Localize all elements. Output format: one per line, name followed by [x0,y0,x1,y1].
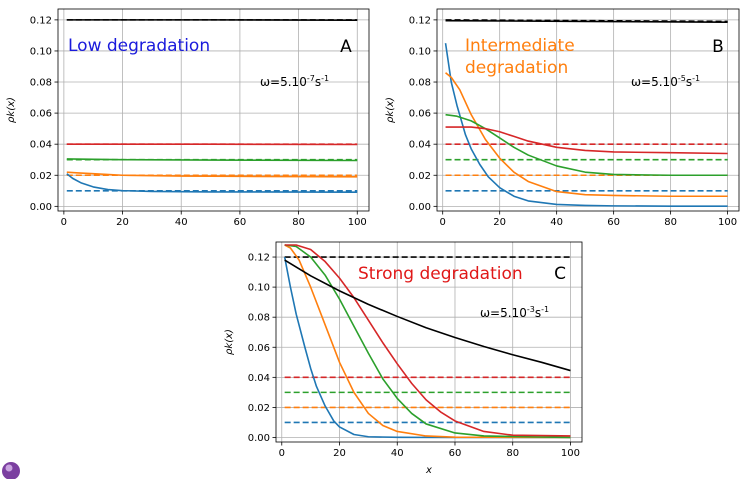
series-line-black-solid [445,19,728,24]
y-tick-label: 0.08 [248,313,270,324]
y-tick-label: 0.12 [30,15,52,26]
series-line-red-solid [284,244,571,437]
y-tick-label: 0.12 [409,15,431,26]
series-line-green-solid [445,113,728,177]
panel-a-chart: 0 20 40 60 80 100 0.00 0.02 0.04 0.06 0.08 0.10 0.12… [6,8,370,228]
panel-letter: B [712,37,724,57]
y-tick-label: 0.00 [30,202,52,213]
x-tick-label: 0 [279,448,285,459]
x-tick-label: 40 [175,217,188,228]
x-tick-label: 40 [550,217,563,228]
panel-title: Intermediate [465,36,575,56]
y-tick-label: 0.04 [248,373,270,384]
omega-annotation: ω=5.10-7s-1 [260,74,329,89]
x-tick-label: 100 [348,217,367,228]
x-tick-label: 0 [61,217,67,228]
x-tick-label: 20 [116,217,129,228]
watermark-icon [2,462,20,479]
x-tick-label: 0 [440,217,446,228]
y-tick-label: 0.08 [409,78,431,89]
y-tick-label: 0.02 [409,171,431,182]
omega-annotation: ω=5.10-5s-1 [631,74,700,89]
panel-c-chart: 0 20 40 60 80 100 0.00 0.02 0.04 0.06 0.08 0.10 0.12… [224,241,583,476]
plot-frame [57,8,370,212]
y-axis-label: ρk(x) [224,329,235,355]
plot-frame [275,241,583,443]
series-line-orange-solid [66,171,358,178]
series-line-black-solid [284,259,571,372]
y-tick-label: 0.04 [30,140,52,151]
x-tick-label: 40 [391,448,404,459]
series-line-green-solid [66,158,358,162]
x-tick-label: 20 [493,217,506,228]
panel-letter: C [554,264,566,284]
y-tick-label: 0.08 [30,78,52,89]
x-axis-label: x [425,465,432,476]
y-tick-label: 0.12 [248,253,270,264]
x-tick-label: 80 [506,448,519,459]
y-tick-label: 0.10 [248,283,270,294]
series-line-blue-solid [444,43,728,207]
y-axis-label: ρk(x) [385,97,396,123]
panel-title: Strong degradation [358,264,523,284]
panel-title: Low degradation [68,36,210,56]
series-line-blue-solid [283,256,571,439]
y-tick-label: 0.06 [30,109,52,120]
series-line-orange-solid [284,244,571,439]
y-tick-label: 0.06 [248,343,270,354]
panel-title: degradation [465,58,568,78]
plot-frame [436,8,740,212]
panel-letter: A [340,37,352,57]
x-tick-label: 20 [333,448,346,459]
y-tick-label: 0.00 [409,202,431,213]
y-tick-label: 0.06 [409,109,431,120]
panel-b-chart: 0 20 40 60 80 100 0.00 0.02 0.04 0.06 0.08 0.10 0.12… [385,8,740,228]
omega-annotation: ω=5.10-3s-1 [480,305,549,320]
plot-area [437,9,739,211]
x-tick-label: 80 [292,217,305,228]
x-tick-label: 100 [561,448,580,459]
x-tick-label: 100 [718,217,737,228]
series-line-blue-solid [66,173,358,193]
y-tick-label: 0.10 [30,46,52,57]
y-tick-label: 0.10 [409,46,431,57]
series-line-red-solid [445,126,728,155]
x-tick-label: 60 [449,448,462,459]
series-line-green-solid [284,244,571,439]
y-axis-label: ρk(x) [6,97,17,123]
y-tick-label: 0.04 [409,140,431,151]
y-tick-label: 0.02 [30,171,52,182]
x-tick-label: 60 [607,217,620,228]
y-tick-label: 0.00 [248,433,270,444]
series-line-orange-solid [445,72,728,198]
y-tick-label: 0.02 [248,403,270,414]
x-tick-label: 60 [234,217,247,228]
x-tick-label: 80 [664,217,677,228]
